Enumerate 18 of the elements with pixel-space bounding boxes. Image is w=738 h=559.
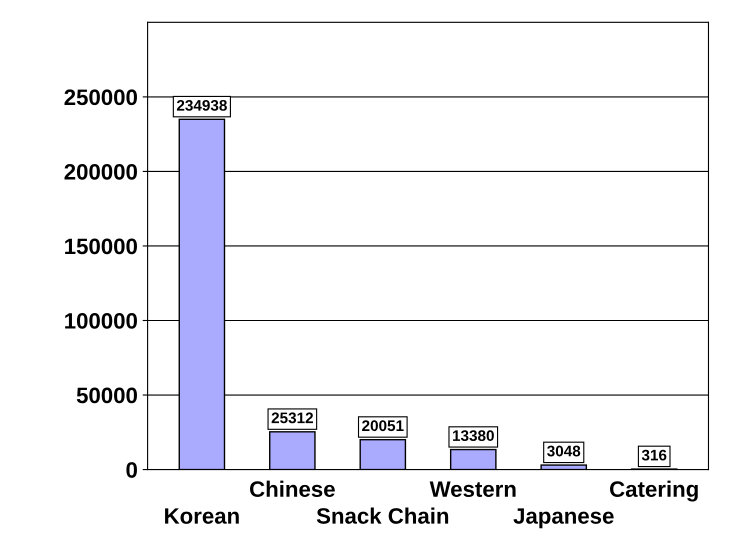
data-label: 25312	[272, 412, 313, 424]
data-label: 13380	[452, 430, 494, 442]
y-tick-label: 250000	[64, 89, 137, 106]
x-tick-label: Western	[430, 481, 516, 497]
data-label: 316	[642, 450, 666, 461]
y-tick-label: 100000	[65, 313, 137, 329]
y-tick-label: 150000	[65, 238, 137, 254]
x-tick-label: Catering	[610, 480, 698, 502]
x-tick-label: Snack Chain	[316, 508, 448, 524]
y-tick-label: 50000	[76, 388, 137, 404]
x-tick-label: Korean	[165, 508, 239, 524]
y-tick-label: 0	[126, 462, 137, 478]
data-label: 3048	[547, 446, 580, 456]
x-tick-label: Chinese	[250, 480, 335, 497]
data-label: 234938	[176, 100, 227, 111]
data-label: 20051	[362, 420, 404, 432]
x-tick-label: Japanese	[513, 508, 614, 528]
y-tick-label: 200000	[64, 164, 137, 180]
